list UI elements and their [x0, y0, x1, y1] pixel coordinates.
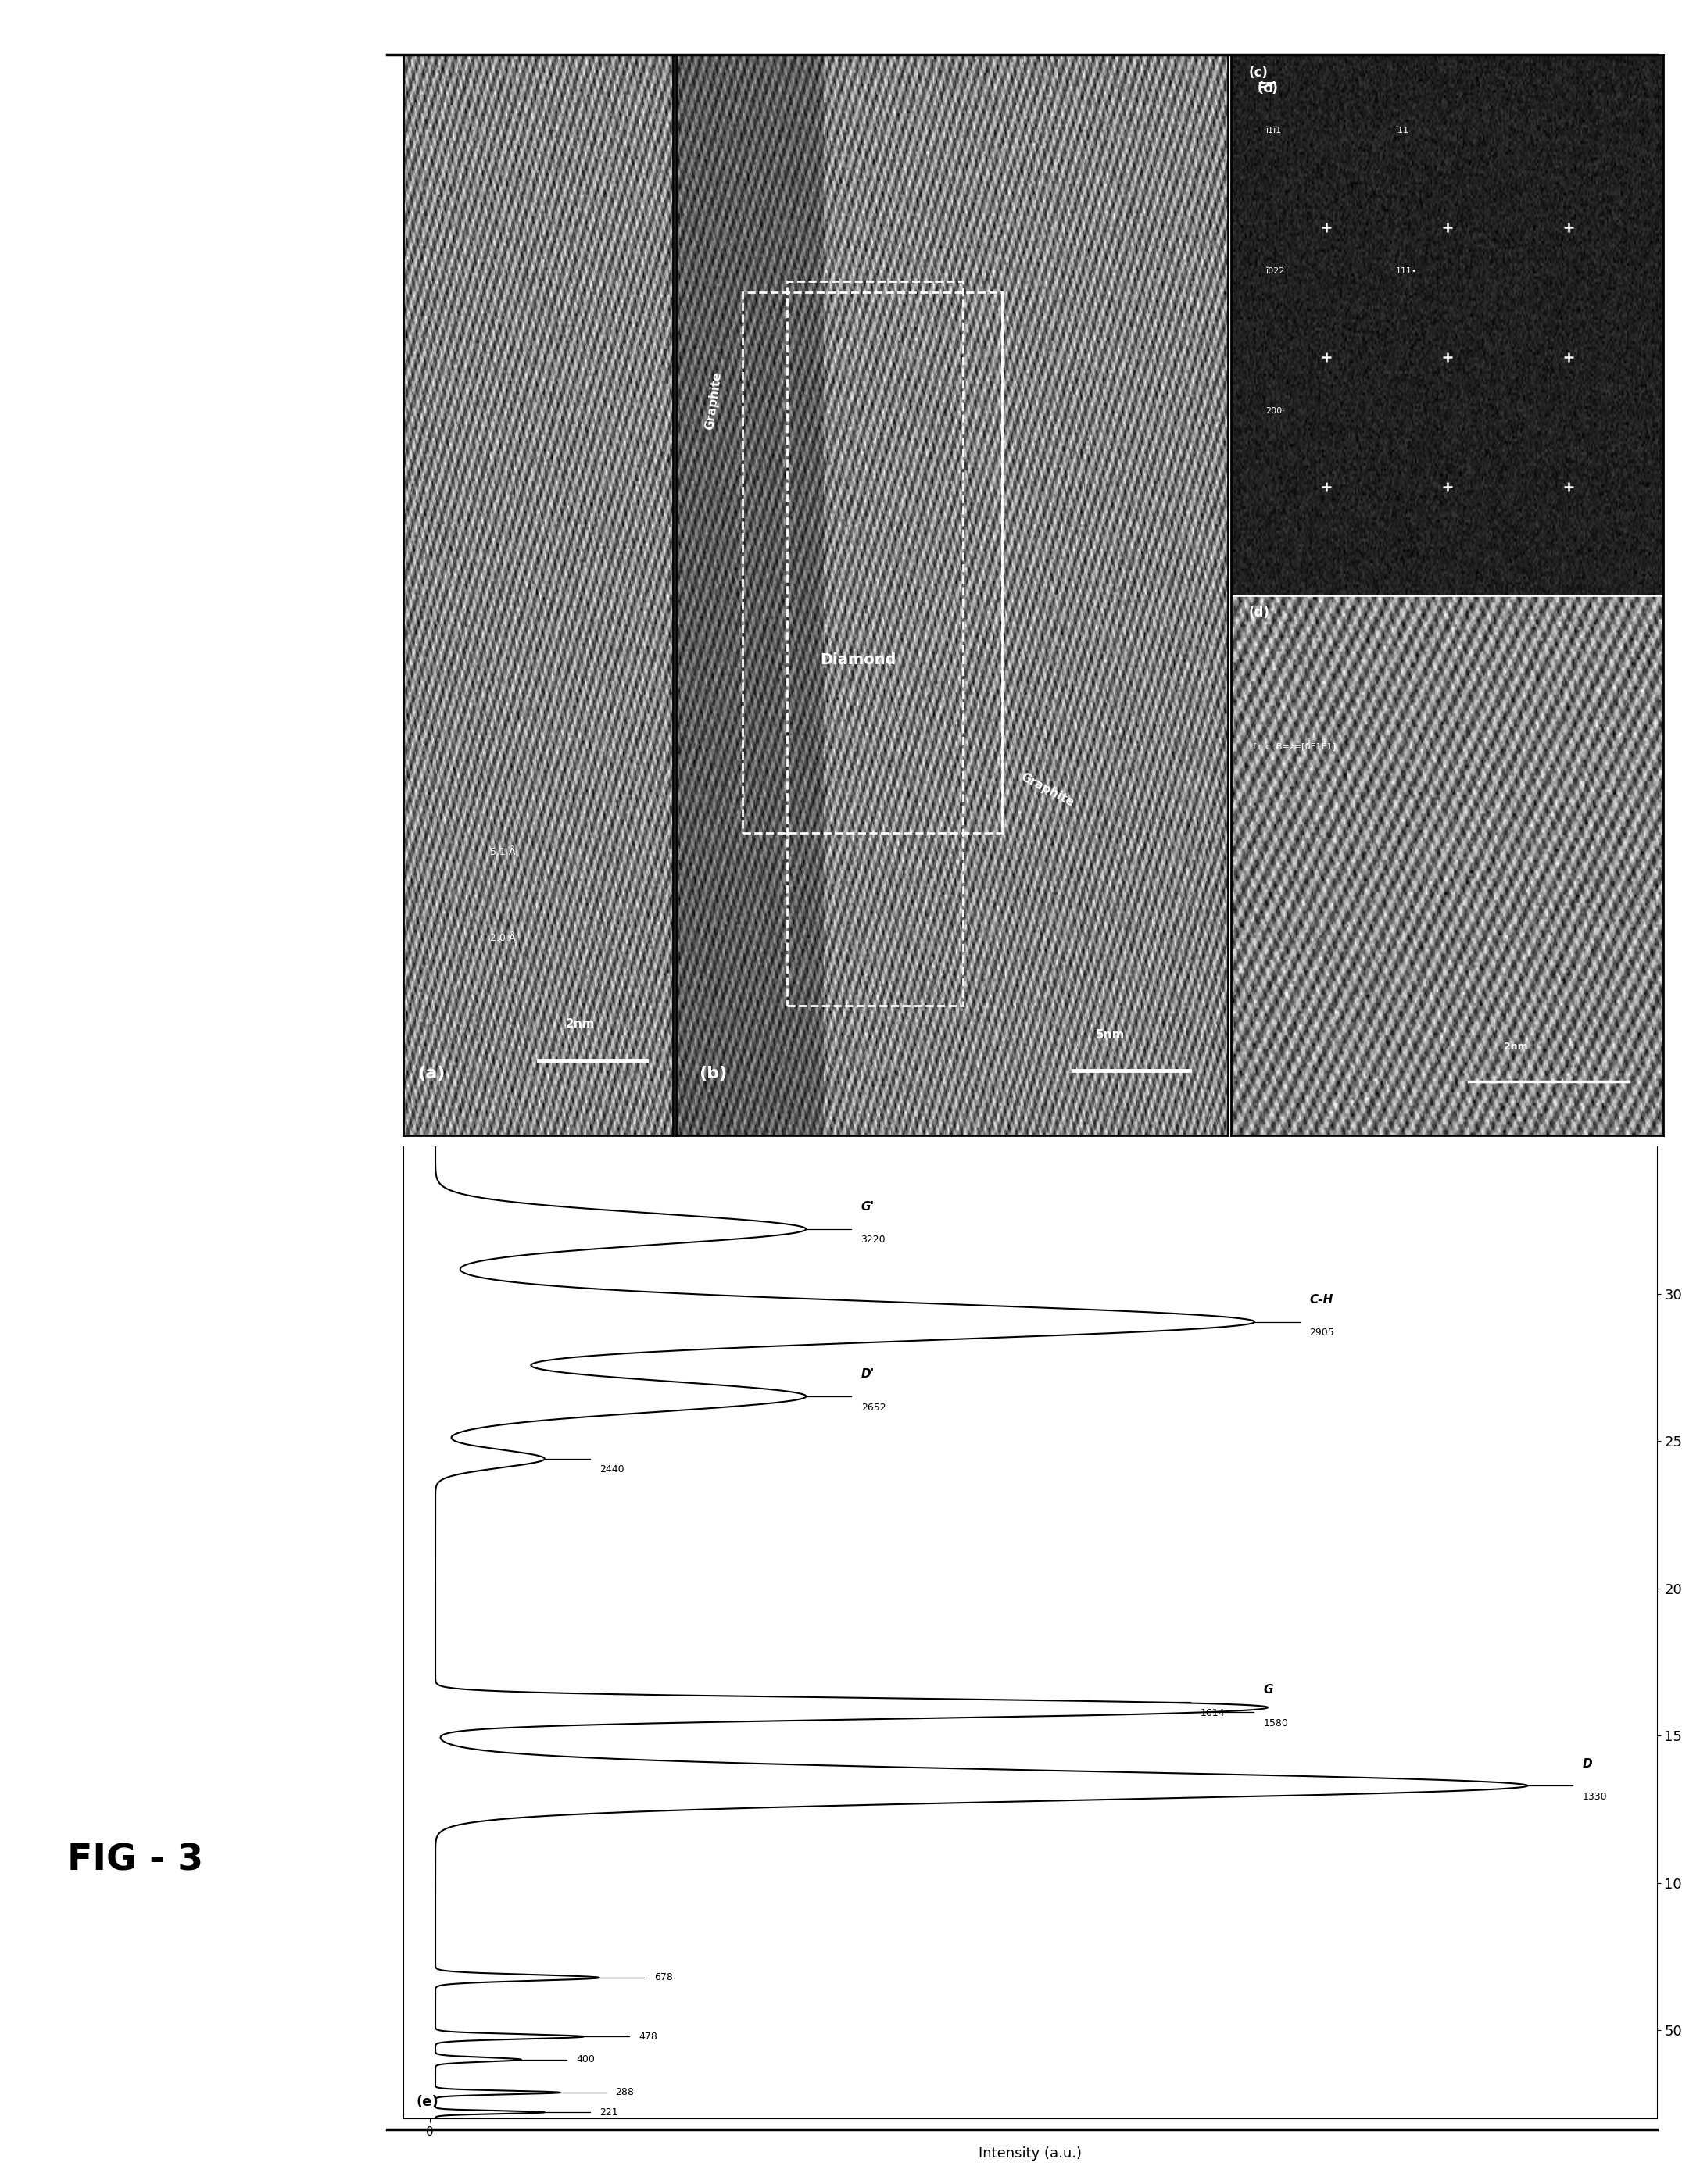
Text: 2652: 2652	[861, 1402, 886, 1413]
Text: FIG - 3: FIG - 3	[67, 1843, 204, 1878]
Text: 111•: 111•	[1396, 266, 1416, 275]
Text: f.c.c. B=z=[0Ē1Ē1]: f.c.c. B=z=[0Ē1Ē1]	[1253, 743, 1336, 751]
Text: 2nm: 2nm	[1504, 1042, 1527, 1051]
Text: 1614: 1614	[1199, 1708, 1224, 1719]
Bar	[787, 282, 964, 1007]
Text: ĭ11: ĭ11	[1396, 127, 1410, 133]
Text: 2nm: 2nm	[565, 1018, 595, 1031]
Text: 478: 478	[639, 2031, 658, 2042]
Text: 1330: 1330	[1583, 1791, 1608, 1802]
Text: 5nm: 5nm	[1095, 1029, 1125, 1042]
Text: Diamond: Diamond	[821, 653, 897, 668]
Text: (d): (d)	[1248, 605, 1270, 620]
Text: C-H: C-H	[1310, 1293, 1334, 1306]
Text: (b): (b)	[698, 1066, 727, 1081]
Text: 288: 288	[616, 2088, 634, 2097]
Text: 3220: 3220	[861, 1234, 885, 1245]
Text: 2.0 Å: 2.0 Å	[489, 933, 515, 943]
Text: 200·: 200·	[1267, 408, 1285, 415]
Text: G: G	[1263, 1684, 1273, 1695]
Text: (c): (c)	[1248, 66, 1268, 79]
Text: Graphite: Graphite	[1018, 771, 1075, 808]
Text: (e): (e)	[415, 2094, 439, 2110]
Text: D': D'	[861, 1369, 875, 1380]
Text: Graphite: Graphite	[705, 371, 723, 430]
Text: (c): (c)	[1256, 81, 1278, 96]
Text: ĭ1ĭ1: ĭ1ĭ1	[1267, 127, 1282, 133]
Text: 221: 221	[599, 2108, 617, 2116]
Bar	[743, 293, 1002, 832]
Text: D: D	[1583, 1758, 1593, 1769]
Text: 678: 678	[654, 1972, 673, 1983]
Text: 400: 400	[577, 2055, 595, 2064]
Text: G': G'	[861, 1201, 875, 1212]
Text: (a): (a)	[417, 1066, 444, 1081]
Text: 5.1 Å: 5.1 Å	[489, 847, 515, 856]
Text: FT: FT	[1256, 81, 1277, 96]
Text: ĭ022: ĭ022	[1267, 266, 1285, 275]
Text: 2440: 2440	[599, 1465, 624, 1474]
Text: 2905: 2905	[1310, 1328, 1334, 1339]
Text: 1580: 1580	[1263, 1719, 1288, 1728]
X-axis label: Intensity (a.u.): Intensity (a.u.)	[979, 2147, 1082, 2160]
